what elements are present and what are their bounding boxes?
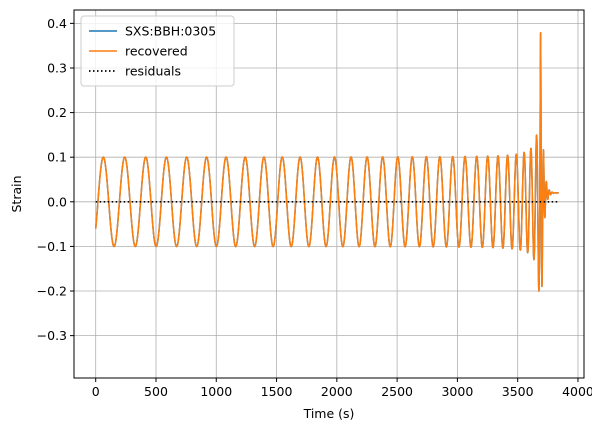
x-axis-label: Time (s) [303,406,355,421]
legend-label: recovered [125,44,188,59]
axis-ticks: 0 500 1000 1500 2000 2500 3000 3500 4000 −0.3 −0.2… [37,16,592,399]
plot-frame [73,9,585,379]
x-tick-label: 2500 [381,384,413,399]
legend-label: SXS:BBH:0305 [125,24,216,39]
x-tick-label: 1000 [200,384,232,399]
legend: SXS:BBH:0305 recovered residuals [80,15,235,87]
y-tick-label: −0.3 [37,328,67,343]
legend-label: residuals [125,64,181,79]
y-tick-label: 0.1 [47,150,67,165]
x-tick-label: 500 [144,384,168,399]
y-axis-label: Strain [9,175,24,212]
x-tick-label: 1500 [261,384,293,399]
y-tick-label: 0.2 [47,105,67,120]
x-tick-label: 2000 [321,384,353,399]
y-tick-label: 0.4 [47,16,67,31]
y-tick-label: −0.1 [37,239,67,254]
y-tick-label: −0.2 [37,284,67,299]
x-tick-label: 3000 [441,384,473,399]
x-tick-label: 4000 [562,384,592,399]
y-tick-label: 0.3 [47,60,67,75]
x-tick-label: 0 [92,384,100,399]
legend-box [80,15,235,87]
plot-lines [94,32,560,292]
series-line-recovered [94,32,560,292]
y-tick-label: 0.0 [47,194,67,209]
x-tick-label: 3500 [502,384,534,399]
